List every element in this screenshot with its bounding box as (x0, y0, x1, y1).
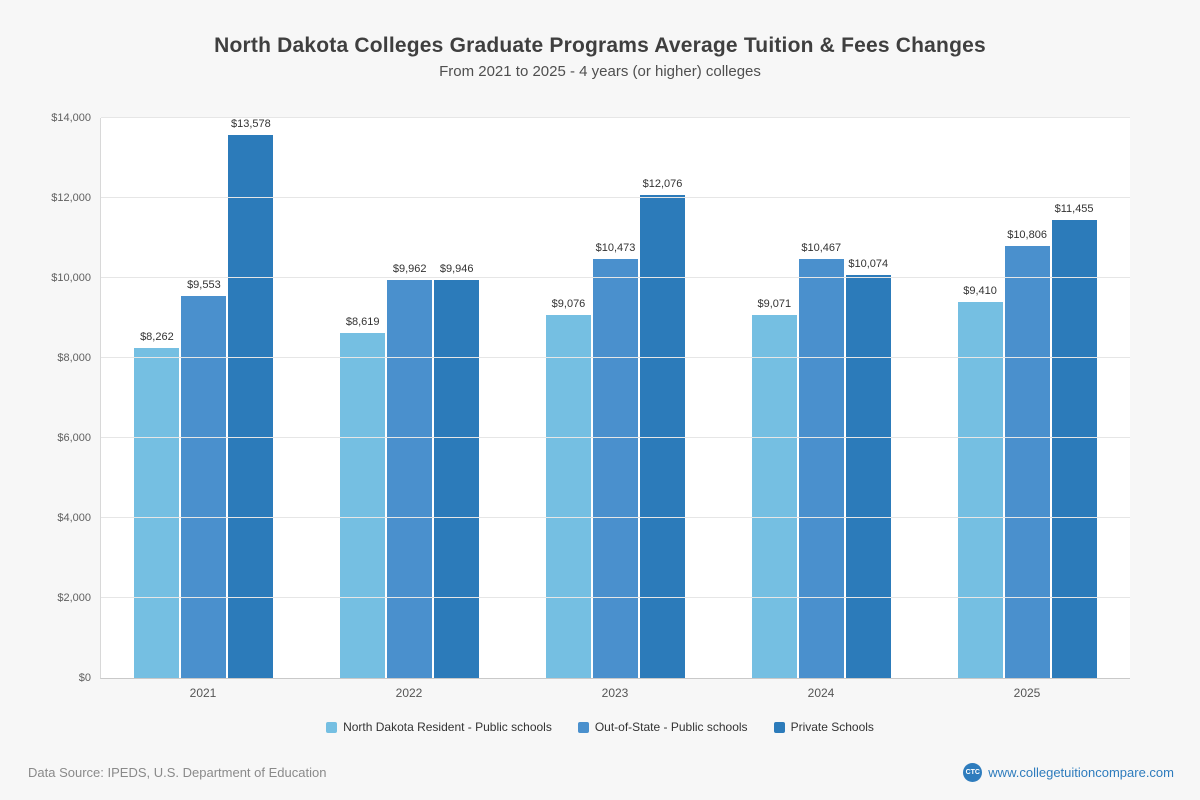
x-axis-tick-label: 2025 (1013, 686, 1041, 700)
bar[interactable]: $9,076 (545, 298, 591, 678)
y-axis-tick-label: $4,000 (57, 512, 91, 524)
bar-group-2023: $9,076 $10,473 $12,076 (513, 118, 719, 678)
bar[interactable]: $9,071 (751, 298, 797, 678)
gridline (101, 277, 1130, 278)
bar[interactable]: $10,806 (1004, 229, 1050, 678)
bar[interactable]: $9,410 (957, 285, 1003, 678)
bar-value-label: $9,553 (187, 278, 221, 291)
bar-value-label: $9,071 (757, 298, 792, 311)
bar-groups: $8,262 $9,553 $13,578 $8,619 $9,962 $9,946 $9,… (101, 118, 1130, 678)
bar-value-label: $9,410 (963, 284, 997, 297)
bar-value-label: $10,467 (801, 242, 842, 255)
bar[interactable]: $9,946 (434, 263, 480, 678)
y-axis-tick-label: $10,000 (51, 272, 91, 284)
legend-label: Out-of-State - Public schools (594, 720, 748, 734)
bar[interactable]: $9,962 (387, 263, 433, 678)
plot-area: $8,262 $9,553 $13,578 $8,619 $9,962 $9,946 $9,… (51, 112, 1130, 684)
legend-item[interactable]: North Dakota Resident - Public schools (326, 720, 552, 734)
bar[interactable]: $10,467 (798, 242, 844, 678)
x-axis-tick-label: 2024 (807, 686, 835, 700)
bar[interactable]: $10,074 (845, 258, 891, 678)
bar[interactable]: $8,619 (340, 316, 386, 678)
bar-value-label: $9,076 (551, 297, 586, 310)
website-url: www.collegetuitioncompare.com (988, 765, 1174, 780)
gridline (101, 437, 1130, 438)
legend-label: Private Schools (790, 720, 874, 734)
gridline (101, 117, 1130, 118)
y-axis-tick-label: $8,000 (57, 352, 91, 364)
bar-value-label: $11,455 (1054, 202, 1094, 215)
bar-value-label: $12,076 (642, 177, 683, 190)
gridline (101, 597, 1130, 598)
chart-subtitle: From 2021 to 2025 - 4 years (or higher) … (439, 63, 761, 80)
legend-marker-icon (577, 721, 589, 733)
y-axis-tick-label: $12,000 (51, 192, 91, 204)
bar-value-label: $8,262 (140, 330, 174, 343)
x-axis: 2021 2022 2023 2024 2025 (100, 686, 1130, 700)
gridline (101, 517, 1130, 518)
gridline (101, 357, 1130, 358)
bar-group-2024: $9,071 $10,467 $10,074 (718, 118, 924, 678)
bar-value-label: $10,473 (595, 242, 636, 255)
bar-value-label: $10,806 (1007, 228, 1047, 241)
bar-group-2021: $8,262 $9,553 $13,578 (101, 118, 307, 678)
x-axis-tick-label: 2022 (395, 686, 423, 700)
bar[interactable]: $9,553 (181, 279, 227, 678)
legend-label: North Dakota Resident - Public schools (343, 720, 552, 734)
x-axis-tick-label: 2023 (601, 686, 629, 700)
legend-item[interactable]: Private Schools (773, 720, 874, 734)
bar[interactable]: $13,578 (228, 118, 274, 678)
website-link[interactable]: CTC www.collegetuitioncompare.com (963, 763, 1174, 782)
bar-value-label: $13,578 (231, 117, 271, 130)
bar-group-2022: $8,619 $9,962 $9,946 (307, 118, 513, 678)
legend-marker-icon (773, 721, 785, 733)
legend-item[interactable]: Out-of-State - Public schools (577, 720, 748, 734)
bar-value-label: $8,619 (345, 316, 380, 329)
bar-group-2025: $9,410 $10,806 $11,455 (924, 118, 1130, 678)
y-axis-tick-label: $6,000 (57, 432, 91, 444)
ctc-logo-icon: CTC (963, 763, 983, 782)
y-axis-tick-label: $2,000 (57, 592, 91, 604)
bar-value-label: $9,946 (439, 263, 474, 276)
legend: North Dakota Resident - Public schools Ou… (0, 720, 1200, 734)
data-source: Data Source: IPEDS, U.S. Department of E… (28, 765, 327, 780)
bar[interactable]: $8,262 (134, 331, 180, 678)
bar[interactable]: $11,455 (1051, 203, 1097, 678)
legend-marker-icon (326, 721, 338, 733)
chart-title: North Dakota Colleges Graduate Programs … (214, 34, 986, 57)
x-axis-tick-label: 2021 (189, 686, 217, 700)
y-axis-tick-label: $14,000 (51, 112, 91, 124)
y-axis-tick-label: $0 (78, 672, 91, 684)
bar[interactable]: $10,473 (592, 242, 638, 678)
footer: Data Source: IPEDS, U.S. Department of E… (28, 763, 1174, 782)
bar-value-label: $9,962 (392, 262, 427, 275)
gridline (101, 197, 1130, 198)
bar-value-label: $10,074 (848, 258, 889, 271)
